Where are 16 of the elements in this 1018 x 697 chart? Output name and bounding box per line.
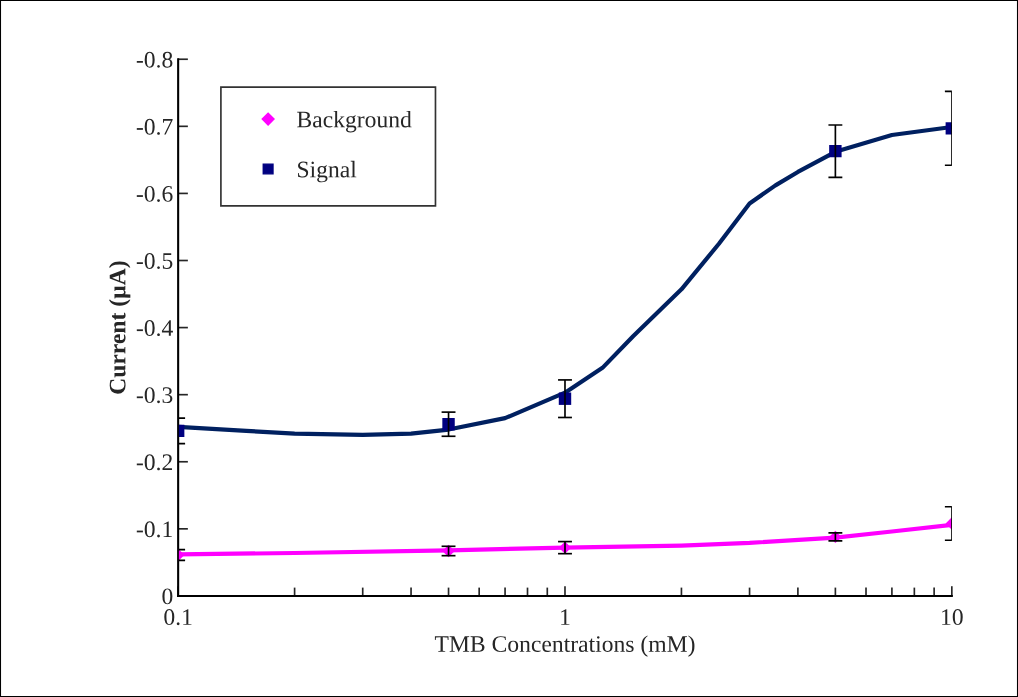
- legend-label: Signal: [298, 160, 357, 183]
- y-tick-label: -0.4: [136, 320, 173, 337]
- y-tick-label: -0.1: [136, 521, 172, 538]
- y-axis-title: Current (µA): [108, 261, 131, 394]
- x-tick-label: 0.1: [164, 609, 192, 626]
- y-tick-label: -0.8: [136, 51, 173, 68]
- x-axis-title: TMB Concentrations (mM): [434, 635, 695, 657]
- y-tick-label: -0.3: [136, 387, 173, 404]
- y-tick-label: -0.2: [136, 454, 172, 471]
- y-tick-label: -0.5: [136, 252, 173, 270]
- y-tick-label: 0: [162, 588, 173, 605]
- y-tick-label: -0.6: [136, 185, 173, 202]
- x-tick-label: 10: [942, 609, 963, 626]
- x-tick-label: 1: [561, 609, 570, 625]
- y-tick-label: -0.7: [136, 118, 173, 135]
- legend-label: Background: [297, 110, 412, 133]
